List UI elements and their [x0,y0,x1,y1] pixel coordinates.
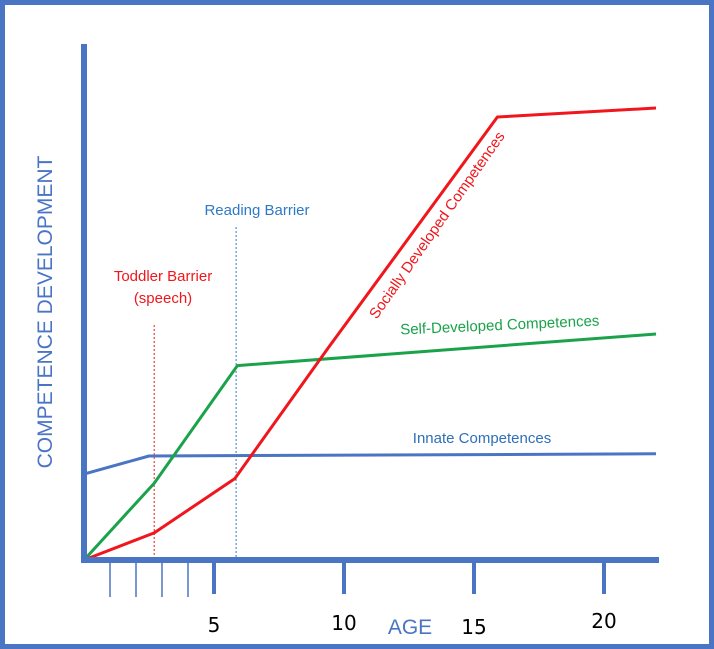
series-label-self-developed: Self-Developed Competences [400,312,600,338]
y-axis-label: COMPETENCE DEVELOPMENT [34,155,57,468]
x-tick-labels: 5 10 15 20 [208,609,617,639]
series-label-innate: Innate Competences [413,430,551,447]
x-tick-label-5: 5 [208,613,221,637]
minor-tick-group [109,560,189,597]
toddler-barrier-sublabel: (speech) [134,290,192,307]
x-tick-label-15: 15 [461,615,486,639]
reading-barrier-label: Reading Barrier [204,202,309,219]
series-label-socially-developed: Socially Developed Competences [366,129,509,322]
toddler-barrier-label: Toddler Barrier [114,268,212,285]
series-line-innate [83,452,657,476]
barrier-group [153,227,237,560]
series-line-self-developed [82,332,657,562]
series-line-socially-developed [83,106,657,562]
x-tick-label-10: 10 [331,611,356,635]
x-axis-label: AGE [388,616,432,639]
series-group [82,106,657,562]
x-tick-label-20: 20 [591,609,616,633]
major-tick-group [212,560,606,594]
